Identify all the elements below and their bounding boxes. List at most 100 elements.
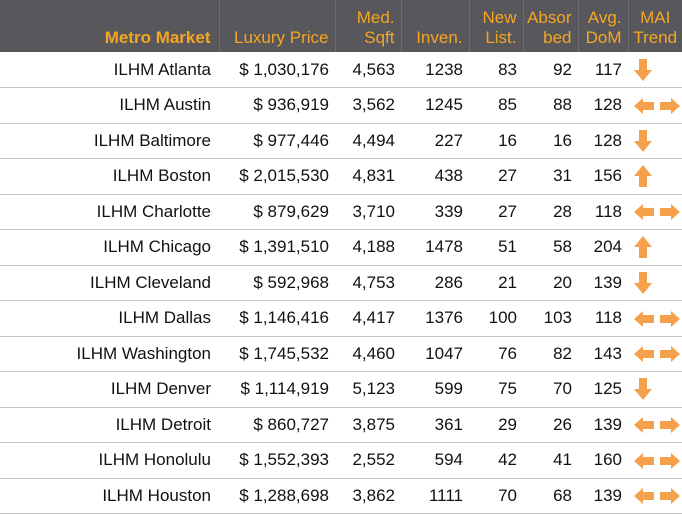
table-row: ILHM Washington $ 1,745,532 4,460 1047 76 82 1… xyxy=(0,336,682,372)
avg-dom-cell: 139 xyxy=(578,265,628,301)
median-sqft-cell: 4,494 xyxy=(335,123,401,159)
header-median-sqft: Med. Sqft xyxy=(335,0,402,52)
mai-trend-cell xyxy=(628,52,682,88)
median-sqft-cell: 4,753 xyxy=(335,265,401,301)
table-row: ILHM Atlanta $ 1,030,176 4,563 1238 83 92 117 xyxy=(0,52,682,88)
median-sqft-cell: 2,552 xyxy=(335,442,401,479)
absorbed-cell: 70 xyxy=(523,371,578,408)
luxury-price-cell: $ 977,446 xyxy=(219,123,335,159)
new-listings-cell: 29 xyxy=(469,407,523,443)
absorbed-cell: 92 xyxy=(523,52,578,88)
arrow-left-right-icon xyxy=(634,488,680,504)
median-sqft-cell: 4,417 xyxy=(335,300,401,337)
table-header-row: Metro Market Luxury Price Med. Sqft Inven… xyxy=(0,0,682,52)
new-listings-cell: 83 xyxy=(469,52,523,88)
market-name-cell: ILHM Baltimore xyxy=(0,123,219,159)
inventory-cell: 1111 xyxy=(401,478,469,514)
luxury-price-cell: $ 936,919 xyxy=(219,87,335,124)
new-listings-cell: 21 xyxy=(469,265,523,301)
luxury-price-cell: $ 1,114,919 xyxy=(219,371,335,408)
table-row: ILHM Baltimore $ 977,446 4,494 227 16 16 128 xyxy=(0,123,682,159)
market-name-cell: ILHM Washington xyxy=(0,336,219,372)
header-avg-dom: Avg. DoM xyxy=(578,0,629,52)
absorbed-cell: 16 xyxy=(523,123,578,159)
table-row: ILHM Houston $ 1,288,698 3,862 1111 70 68 139 xyxy=(0,478,682,514)
arrow-left-right-icon xyxy=(634,97,680,114)
median-sqft-cell: 3,862 xyxy=(335,478,401,514)
median-sqft-cell: 4,188 xyxy=(335,229,401,266)
arrow-left-right-icon xyxy=(634,310,680,327)
new-listings-cell: 27 xyxy=(469,158,523,195)
table-row: ILHM Cleveland $ 592,968 4,753 286 21 20 139 xyxy=(0,265,682,301)
market-name-cell: ILHM Austin xyxy=(0,87,219,124)
avg-dom-cell: 125 xyxy=(578,371,628,408)
table-row: ILHM Chicago $ 1,391,510 4,188 1478 51 58 204 xyxy=(0,229,682,266)
avg-dom-cell: 128 xyxy=(578,87,628,124)
median-sqft-cell: 3,710 xyxy=(335,194,401,230)
mai-trend-cell xyxy=(628,123,682,159)
luxury-price-cell: $ 1,552,393 xyxy=(219,442,335,479)
absorbed-cell: 68 xyxy=(523,478,578,514)
market-name-cell: ILHM Chicago xyxy=(0,229,219,266)
mai-trend-cell xyxy=(628,300,682,337)
inventory-cell: 594 xyxy=(401,442,469,479)
table-row: ILHM Austin $ 936,919 3,562 1245 85 88 128 xyxy=(0,87,682,124)
header-absorbed: Absor bed xyxy=(523,0,579,52)
new-listings-cell: 76 xyxy=(469,336,523,372)
mai-trend-cell xyxy=(628,442,682,479)
header-inventory: Inven. xyxy=(401,0,470,52)
inventory-cell: 361 xyxy=(401,407,469,443)
avg-dom-cell: 117 xyxy=(578,52,628,88)
arrow-left-right-icon xyxy=(634,346,680,362)
mai-trend-cell xyxy=(628,478,682,514)
header-new-listings: New List. xyxy=(469,0,524,52)
mai-trend-cell xyxy=(628,371,682,408)
luxury-price-cell: $ 2,015,530 xyxy=(219,158,335,195)
arrow-down-icon xyxy=(634,271,652,294)
inventory-cell: 339 xyxy=(401,194,469,230)
market-name-cell: ILHM Cleveland xyxy=(0,265,219,301)
inventory-cell: 438 xyxy=(401,158,469,195)
avg-dom-cell: 143 xyxy=(578,336,628,372)
table-row: ILHM Denver $ 1,114,919 5,123 599 75 70 125 xyxy=(0,371,682,408)
mai-trend-cell xyxy=(628,336,682,372)
table-row: ILHM Charlotte $ 879,629 3,710 339 27 28 118 xyxy=(0,194,682,230)
table-row: ILHM Boston $ 2,015,530 4,831 438 27 31 156 xyxy=(0,158,682,195)
inventory-cell: 227 xyxy=(401,123,469,159)
absorbed-cell: 58 xyxy=(523,229,578,266)
new-listings-cell: 16 xyxy=(469,123,523,159)
market-name-cell: ILHM Detroit xyxy=(0,407,219,443)
header-metro-market: Metro Market xyxy=(0,0,220,52)
market-name-cell: ILHM Denver xyxy=(0,371,219,408)
median-sqft-cell: 3,875 xyxy=(335,407,401,443)
arrow-up-icon xyxy=(634,165,652,188)
inventory-cell: 286 xyxy=(401,265,469,301)
mai-trend-cell xyxy=(628,407,682,443)
avg-dom-cell: 118 xyxy=(578,300,628,337)
header-mai-trend: MAI Trend xyxy=(633,8,678,47)
inventory-cell: 1245 xyxy=(401,87,469,124)
luxury-price-cell: $ 592,968 xyxy=(219,265,335,301)
new-listings-cell: 27 xyxy=(469,194,523,230)
new-listings-cell: 100 xyxy=(469,300,523,337)
arrow-left-right-icon xyxy=(634,452,680,469)
table-row: ILHM Honolulu $ 1,552,393 2,552 594 42 41 160 xyxy=(0,442,682,479)
median-sqft-cell: 3,562 xyxy=(335,87,401,124)
mai-trend-cell xyxy=(628,229,682,266)
inventory-cell: 1376 xyxy=(401,300,469,337)
absorbed-cell: 103 xyxy=(523,300,578,337)
market-name-cell: ILHM Atlanta xyxy=(0,52,219,88)
mai-trend-cell xyxy=(628,158,682,195)
absorbed-cell: 28 xyxy=(523,194,578,230)
absorbed-cell: 88 xyxy=(523,87,578,124)
header-luxury-price: Luxury Price xyxy=(219,0,336,52)
market-name-cell: ILHM Dallas xyxy=(0,300,219,337)
market-name-cell: ILHM Charlotte xyxy=(0,194,219,230)
median-sqft-cell: 4,460 xyxy=(335,336,401,372)
avg-dom-cell: 128 xyxy=(578,123,628,159)
luxury-price-cell: $ 1,030,176 xyxy=(219,52,335,88)
market-name-cell: ILHM Honolulu xyxy=(0,442,219,479)
table-body: ILHM Atlanta $ 1,030,176 4,563 1238 83 92 117 I… xyxy=(0,52,682,514)
